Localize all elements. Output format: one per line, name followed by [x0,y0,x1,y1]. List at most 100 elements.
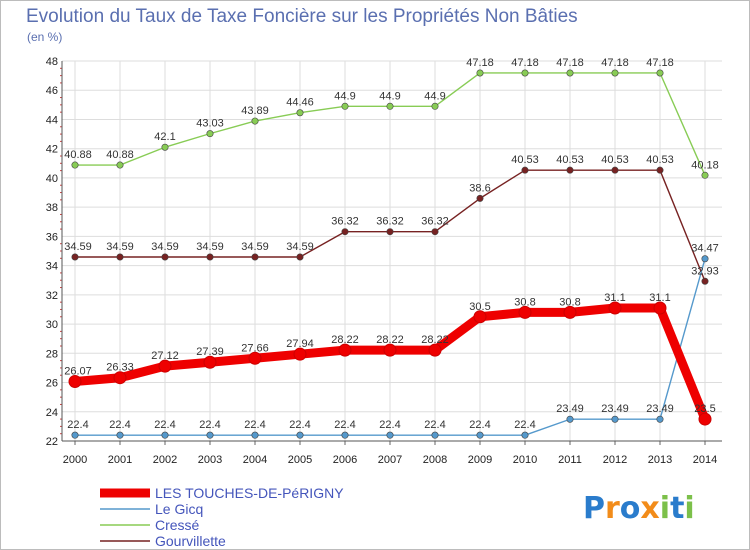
data-point [611,166,619,174]
data-point [113,371,127,385]
x-tick-label: 2006 [333,454,357,466]
data-point [701,277,709,285]
data-point [251,117,259,125]
legend-label: Cressé [155,517,200,533]
data-label: 36.32 [331,216,359,228]
data-point [431,228,439,236]
data-label: 27.66 [241,342,269,354]
data-label: 23.49 [556,403,584,415]
data-point [161,253,169,261]
data-point [296,253,304,261]
data-point [611,69,619,77]
data-label: 38.6 [469,182,490,194]
data-label: 27.12 [151,350,179,362]
data-label: 34.59 [64,241,92,253]
data-label: 44.9 [334,90,355,102]
data-label: 28.22 [421,334,449,346]
x-tick-label: 2011 [558,454,582,466]
data-label: 36.32 [376,216,404,228]
data-point [656,69,664,77]
data-label: 22.4 [199,419,220,431]
data-point [521,69,529,77]
data-label: 43.89 [241,105,269,117]
data-label: 34.59 [241,241,269,253]
data-label: 30.5 [469,301,490,313]
data-label: 42.1 [154,131,175,143]
x-tick-label: 2008 [423,454,447,466]
data-point [71,161,79,169]
data-point [386,431,394,439]
y-tick-label: 22 [46,436,58,448]
data-label: 28.22 [331,334,359,346]
data-label: 26.07 [64,366,92,378]
data-point [161,431,169,439]
data-point [206,253,214,261]
y-tick-label: 28 [46,348,58,360]
data-point [296,109,304,117]
data-label: 22.4 [379,419,400,431]
data-label: 30.8 [514,296,535,308]
data-label: 23.49 [646,403,674,415]
data-point [566,69,574,77]
y-tick-label: 36 [46,231,58,243]
data-label: 23.5 [694,403,715,415]
data-label: 22.4 [109,419,130,431]
data-label: 22.4 [244,419,265,431]
data-label: 44.9 [379,90,400,102]
data-point [71,253,79,261]
data-label: 40.88 [106,149,134,161]
y-tick-label: 38 [46,202,58,214]
data-point [476,194,484,202]
data-label: 34.59 [151,241,179,253]
x-tick-label: 2009 [468,454,492,466]
x-tick-label: 2004 [243,454,267,466]
legend-label: Gourvillette [155,533,226,549]
data-point [206,431,214,439]
y-tick-label: 44 [46,114,58,126]
data-point [251,431,259,439]
data-point [251,253,259,261]
y-tick-label: 48 [46,56,58,68]
data-label: 27.94 [286,338,314,350]
data-point [566,415,574,423]
data-label: 30.8 [559,296,580,308]
data-label: 22.4 [154,419,175,431]
y-tick-label: 26 [46,378,58,390]
data-point [476,69,484,77]
data-label: 34.47 [691,243,719,255]
data-label: 22.4 [469,419,490,431]
data-label: 22.4 [67,419,88,431]
y-tick-label: 40 [46,173,58,185]
data-point [161,143,169,151]
x-tick-label: 2012 [603,454,627,466]
data-label: 40.18 [691,159,719,171]
data-point [116,431,124,439]
data-label: 47.18 [556,57,584,69]
data-label: 23.49 [601,403,629,415]
data-point [611,415,619,423]
proxiti-logo: Proxiti [583,491,695,526]
data-point [653,301,667,315]
chart-title: Evolution du Taux de Taxe Foncière sur l… [26,6,578,27]
data-point [563,305,577,319]
data-point [431,102,439,110]
data-label: 34.59 [196,241,224,253]
data-label: 40.53 [556,154,584,166]
data-point [383,343,397,357]
data-point [341,228,349,236]
data-label: 47.18 [466,57,494,69]
data-label: 32.93 [691,265,719,277]
legend-label: LES TOUCHES-DE-PéRIGNY [155,485,344,501]
data-label: 44.46 [286,97,314,109]
data-point [116,253,124,261]
data-label: 31.1 [649,292,670,304]
data-point [476,431,484,439]
data-point [68,375,82,389]
y-tick-label: 46 [46,85,58,97]
data-label: 47.18 [646,57,674,69]
y-tick-label: 30 [46,319,58,331]
y-tick-label: 34 [46,261,58,273]
data-label: 44.9 [424,90,445,102]
data-point [206,130,214,138]
